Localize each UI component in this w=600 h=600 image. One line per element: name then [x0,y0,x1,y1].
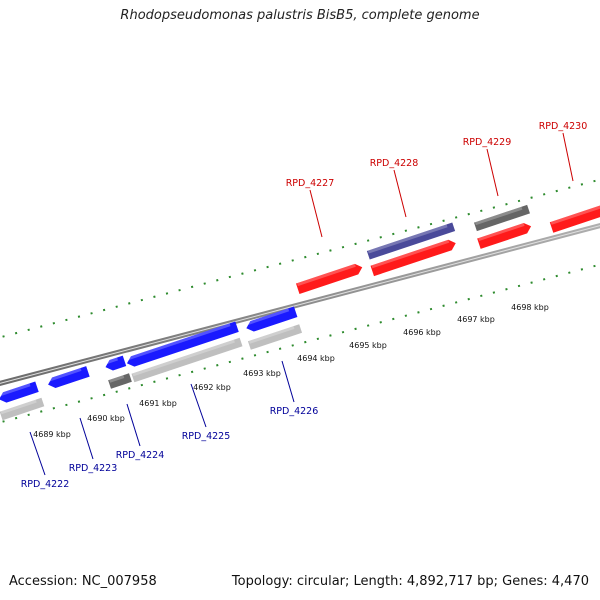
leader-rpd_4227 [309,189,323,238]
leader-rpd_4229 [486,148,499,197]
tick-label-4695: 4695 kbp [349,341,387,350]
leader-rpd_4224 [126,403,141,447]
gene-rpd-4224 [104,355,127,371]
label-rpd_4228: RPD_4228 [370,158,419,169]
tick-label-4694: 4694 kbp [297,354,335,363]
label-rpd_4229: RPD_4229 [463,137,512,148]
gene-rpd-4228 [370,239,456,277]
tick-label-4697: 4697 kbp [457,315,495,324]
feature-grey-light-3 [247,324,303,350]
tick-label-4691: 4691 kbp [139,399,177,408]
gene-rpd-4222 [0,381,39,403]
leader-rpd_4225 [190,383,207,428]
leader-rpd_4223 [79,417,94,460]
leader-rpd_4226 [281,360,295,403]
gene-rpd-4225 [126,321,239,367]
accession-label: Accession: NC_007958 [9,574,157,589]
leader-rpd_4228 [393,169,407,218]
tick-label-4698: 4698 kbp [511,303,549,312]
gene-rpd-4226 [245,306,298,332]
feature-grey-dark-lower [108,373,132,389]
label-rpd_4222: RPD_4222 [21,479,70,490]
label-rpd_4223: RPD_4223 [69,463,118,474]
tick-label-4689: 4689 kbp [33,430,71,439]
genome-stats-label: Topology: circular; Length: 4,892,717 bp… [231,574,589,589]
leader-rpd_4230 [562,132,574,182]
tick-label-4696: 4696 kbp [403,328,441,337]
gene-rpd-4223 [47,366,90,388]
tick-label-4693: 4693 kbp [243,369,281,378]
tick-label-4692: 4692 kbp [193,383,231,392]
map-title: Rhodopseudomonas palustris BisB5, comple… [120,8,480,23]
leader-rpd_4222 [29,431,46,476]
label-rpd_4226: RPD_4226 [270,406,319,417]
feature-purple [366,222,456,260]
label-rpd_4225: RPD_4225 [182,431,231,442]
feature-grey-light-2 [131,337,243,383]
label-rpd_4227: RPD_4227 [286,178,335,189]
feature-grey-light-1 [0,397,45,421]
feature-grey-dark-upper [474,204,530,232]
gene-rpd-4227 [296,263,363,294]
label-rpd_4230: RPD_4230 [539,121,588,132]
tick-label-4690: 4690 kbp [87,414,125,423]
label-rpd_4224: RPD_4224 [116,450,165,461]
upper-tick-row [0,178,600,339]
backbone-highlight [0,225,600,384]
gene-rpd-4229 [477,222,532,249]
lower-tick-row [0,263,600,424]
gene-rpd-4230 [549,205,600,233]
